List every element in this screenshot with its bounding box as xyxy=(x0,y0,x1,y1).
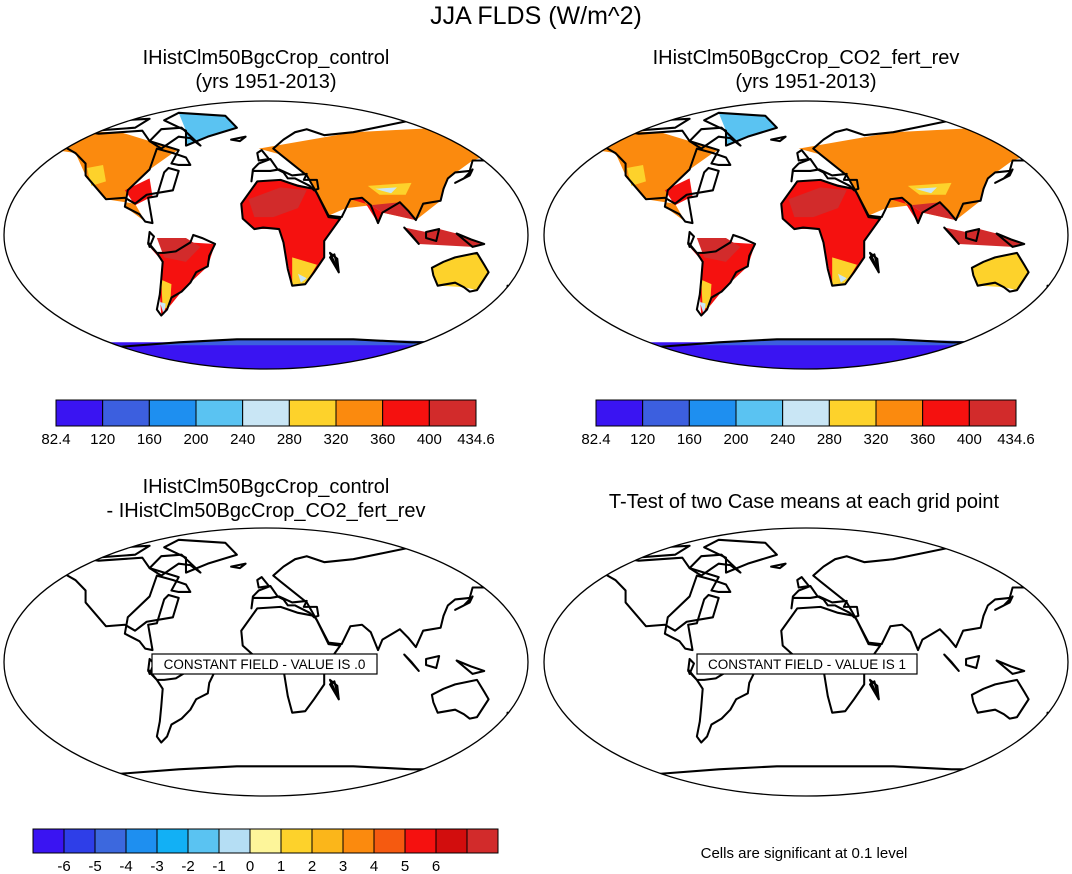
colorbar-swatch xyxy=(428,399,477,427)
colorbar-swatch xyxy=(280,828,313,854)
colorbar-swatch xyxy=(642,399,690,427)
colorbar-swatch xyxy=(875,399,924,427)
difference-message-box: CONSTANT FIELD - VALUE IS .0 xyxy=(151,653,378,675)
colorbar-label: 360 xyxy=(910,431,935,448)
colorbar-swatch xyxy=(404,828,437,854)
colorbar-swatch xyxy=(55,399,104,427)
panel-4-title: T-Test of two Case means at each grid po… xyxy=(536,490,1072,514)
colorbar-label: 5 xyxy=(401,858,409,874)
panel-4-title-line1: T-Test of two Case means at each grid po… xyxy=(608,491,1000,513)
colorbar-label: -2 xyxy=(181,858,194,874)
colorbar-swatch xyxy=(187,828,220,854)
colorbar-swatch xyxy=(382,399,430,427)
colorbar-label: 240 xyxy=(230,431,255,448)
colorbar-label: 320 xyxy=(323,431,348,448)
colorbar-swatch xyxy=(148,399,197,427)
panel-1-title-line1: IHistClm50BgcCrop_control xyxy=(142,47,390,69)
colorbar-swatch xyxy=(595,399,644,427)
colorbar-label: -1 xyxy=(212,858,225,874)
colorbar-swatch xyxy=(688,399,737,427)
colorbar-swatch xyxy=(249,828,282,854)
colorbar-label: 434.6 xyxy=(457,431,495,448)
colorbar-swatch xyxy=(63,828,96,854)
colorbar-label: 82.4 xyxy=(41,431,70,448)
colorbar-swatch xyxy=(335,399,384,427)
ttest-message-box: CONSTANT FIELD - VALUE IS 1 xyxy=(696,653,918,675)
colorbar-label: 120 xyxy=(90,431,115,448)
colorbar-swatch xyxy=(195,399,244,427)
colorbar-swatch xyxy=(94,828,127,854)
colorbar-swatch xyxy=(125,828,158,854)
colorbar-label: 280 xyxy=(277,431,302,448)
colorbar-label: 2 xyxy=(308,858,316,874)
colorbar-difference: -6 -5 -4 -3 -2 -1 0 1 2 3 4 5 6 xyxy=(32,828,499,874)
colorbar-label: 82.4 xyxy=(581,431,610,448)
colorbar-label: 4 xyxy=(370,858,378,874)
colorbar-swatch xyxy=(102,399,150,427)
colorbar-swatch xyxy=(218,828,251,854)
colorbar-swatch xyxy=(466,828,499,854)
colorbar-swatch xyxy=(968,399,1017,427)
colorbar-swatch xyxy=(342,828,375,854)
panel-3-title: IHistClm50BgcCrop_control - IHistClm50Bg… xyxy=(36,475,496,523)
colorbar-swatch xyxy=(435,828,468,854)
colorbar-label: 400 xyxy=(417,431,442,448)
colorbar-label: 434.6 xyxy=(997,431,1035,448)
colorbar-label: -4 xyxy=(119,858,132,874)
figure-title: JJA FLDS (W/m^2) xyxy=(430,2,642,30)
colorbar-swatch xyxy=(156,828,189,854)
colorbar-label: -5 xyxy=(88,858,101,874)
colorbar-label: 160 xyxy=(677,431,702,448)
panel-1-title: IHistClm50BgcCrop_control (yrs 1951-2013… xyxy=(36,46,496,94)
colorbar-label: 160 xyxy=(137,431,162,448)
panel-1-title-line2: (yrs 1951-2013) xyxy=(195,71,337,93)
colorbar-label: 0 xyxy=(246,858,254,874)
colorbar-field-left: 82.4 120 160 200 240 280 320 360 400 434.6 xyxy=(41,399,495,448)
colorbar-label: 200 xyxy=(723,431,748,448)
panel-2-title-line2: (yrs 1951-2013) xyxy=(735,71,877,93)
colorbar-label: 200 xyxy=(183,431,208,448)
colorbar-label: 240 xyxy=(770,431,795,448)
colorbar-label: 120 xyxy=(630,431,655,448)
colorbar-label: 280 xyxy=(817,431,842,448)
difference-message: CONSTANT FIELD - VALUE IS .0 xyxy=(164,657,366,672)
colorbar-swatch xyxy=(782,399,830,427)
panel-2-title: IHistClm50BgcCrop_CO2_fert_rev (yrs 1951… xyxy=(576,46,1036,94)
colorbar-label: 3 xyxy=(339,858,347,874)
panel-3-title-line2: - IHistClm50BgcCrop_CO2_fert_rev xyxy=(106,500,426,522)
panel-2-title-line1: IHistClm50BgcCrop_CO2_fert_rev xyxy=(652,47,960,69)
colorbar-label: 360 xyxy=(370,431,395,448)
colorbar-swatch xyxy=(311,828,344,854)
colorbar-swatch xyxy=(242,399,290,427)
colorbar-swatch xyxy=(32,828,65,854)
colorbar-label: 400 xyxy=(957,431,982,448)
colorbar-swatch xyxy=(288,399,337,427)
colorbar-swatch xyxy=(735,399,784,427)
ttest-message: CONSTANT FIELD - VALUE IS 1 xyxy=(708,657,906,672)
colorbar-label: -3 xyxy=(150,858,163,874)
colorbar-label: 6 xyxy=(432,858,440,874)
colorbar-field-right: 82.4 120 160 200 240 280 320 360 400 434.6 xyxy=(581,399,1035,448)
significance-note: Cells are significant at 0.1 level xyxy=(700,845,908,862)
colorbar-label: 320 xyxy=(863,431,888,448)
colorbar-swatch xyxy=(373,828,406,854)
colorbar-swatch xyxy=(922,399,970,427)
panel-3-title-line1: IHistClm50BgcCrop_control xyxy=(142,476,390,498)
colorbar-label: -6 xyxy=(57,858,70,874)
colorbar-label: 1 xyxy=(277,858,285,874)
colorbar-swatch xyxy=(828,399,877,427)
